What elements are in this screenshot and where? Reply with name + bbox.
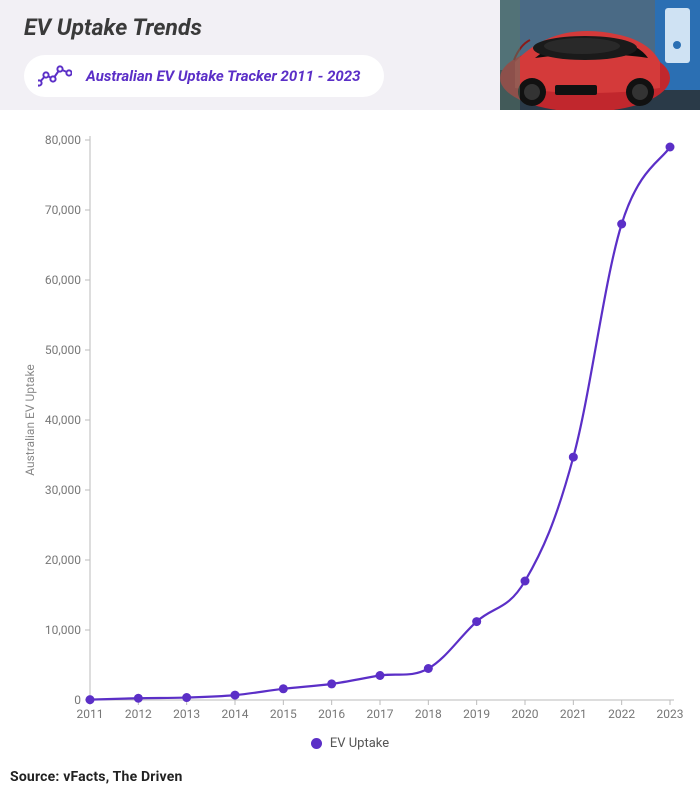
chart-legend: EV Uptake bbox=[10, 736, 690, 751]
svg-text:20,000: 20,000 bbox=[45, 553, 81, 567]
svg-text:2019: 2019 bbox=[463, 707, 490, 721]
legend-label: EV Uptake bbox=[330, 736, 389, 751]
svg-text:2017: 2017 bbox=[367, 707, 394, 721]
svg-text:2016: 2016 bbox=[318, 707, 345, 721]
svg-text:2018: 2018 bbox=[415, 707, 442, 721]
svg-text:2022: 2022 bbox=[608, 707, 635, 721]
svg-text:2015: 2015 bbox=[270, 707, 297, 721]
svg-text:2023: 2023 bbox=[657, 707, 684, 721]
svg-text:60,000: 60,000 bbox=[45, 273, 81, 287]
tracker-pill: Australian EV Uptake Tracker 2011 - 2023 bbox=[24, 55, 384, 97]
svg-text:2021: 2021 bbox=[560, 707, 587, 721]
svg-text:70,000: 70,000 bbox=[45, 203, 81, 217]
header-bar: EV Uptake Trends Australian EV Uptake Tr… bbox=[0, 0, 700, 110]
line-chart: 0 10,000 20,000 30,000 40,000 50,000 60,000 70,… bbox=[10, 130, 690, 730]
svg-text:0: 0 bbox=[74, 693, 81, 707]
chart-container: 0 10,000 20,000 30,000 40,000 50,000 60,000 70,… bbox=[0, 110, 700, 751]
legend-dot-icon bbox=[311, 738, 322, 749]
svg-text:10,000: 10,000 bbox=[45, 623, 81, 637]
svg-text:2014: 2014 bbox=[222, 707, 249, 721]
svg-text:50,000: 50,000 bbox=[45, 343, 81, 357]
svg-text:2012: 2012 bbox=[125, 707, 152, 721]
line-chart-icon bbox=[38, 65, 72, 87]
svg-text:2020: 2020 bbox=[512, 707, 539, 721]
svg-text:30,000: 30,000 bbox=[45, 483, 81, 497]
svg-text:80,000: 80,000 bbox=[45, 133, 81, 147]
svg-text:2011: 2011 bbox=[77, 707, 104, 721]
svg-text:2013: 2013 bbox=[173, 707, 200, 721]
source-attribution: Source: vFacts, The Driven bbox=[0, 751, 700, 785]
hero-image bbox=[500, 0, 700, 110]
tracker-pill-label: Australian EV Uptake Tracker 2011 - 2023 bbox=[86, 67, 360, 85]
svg-text:Australian EV Uptake: Australian EV Uptake bbox=[23, 364, 37, 476]
svg-text:40,000: 40,000 bbox=[45, 413, 81, 427]
